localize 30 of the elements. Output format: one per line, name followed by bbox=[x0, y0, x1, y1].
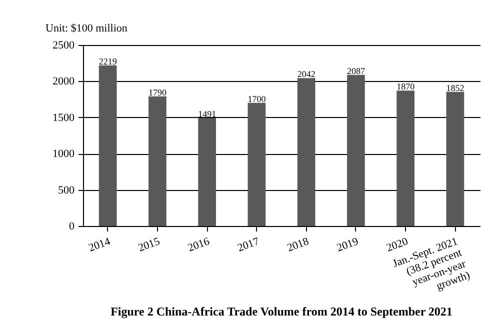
bar bbox=[347, 74, 365, 226]
y-tick-label: 500 bbox=[58, 184, 75, 196]
bar bbox=[248, 102, 266, 226]
data-label: 2042 bbox=[297, 69, 316, 80]
y-tick-label: 1000 bbox=[52, 148, 75, 160]
data-label: 1700 bbox=[248, 94, 266, 104]
y-tick-label: 2500 bbox=[52, 40, 75, 52]
text: Figure 2 China-Africa Trade Volume from 2014 to September 2021 bbox=[110, 304, 452, 318]
bar bbox=[297, 78, 316, 226]
y-axis-title: Unit: $100 million bbox=[46, 22, 128, 34]
x-tick-label: 2019 bbox=[335, 235, 361, 254]
bar bbox=[446, 92, 464, 226]
y-tick-label: 2000 bbox=[52, 76, 75, 88]
data-label: 1852 bbox=[446, 82, 464, 93]
data-label: 1790 bbox=[148, 87, 167, 98]
x-tick-label: 2018 bbox=[286, 235, 311, 254]
x-tick-label: 2014 bbox=[87, 235, 112, 254]
x-tick-label: 2015 bbox=[136, 235, 162, 254]
bar bbox=[148, 96, 166, 226]
data-label: 2219 bbox=[98, 56, 118, 66]
y-tick-label: 1500 bbox=[52, 112, 75, 124]
bar bbox=[98, 65, 117, 226]
data-label: 2087 bbox=[346, 66, 366, 76]
bar bbox=[198, 118, 216, 226]
x-tick-label: 2017 bbox=[236, 235, 262, 254]
x-tick-label: 2016 bbox=[186, 235, 212, 254]
data-label: 1870 bbox=[396, 82, 416, 92]
y-tick-label: 0 bbox=[69, 220, 75, 232]
data-label: 1491 bbox=[198, 109, 216, 120]
bar bbox=[396, 90, 414, 226]
